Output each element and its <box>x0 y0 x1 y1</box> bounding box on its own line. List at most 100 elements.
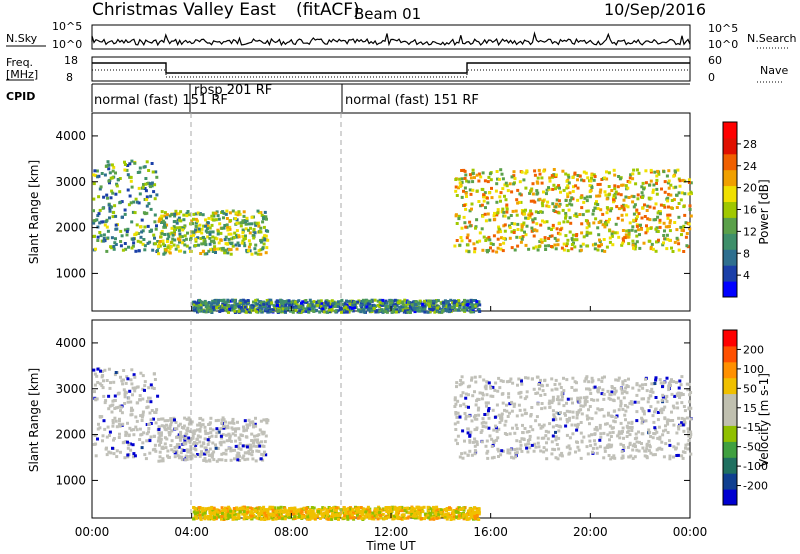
scatter-cell <box>535 415 539 419</box>
scatter-cell <box>265 217 268 221</box>
scatter-cell <box>486 412 490 416</box>
scatter-cell <box>567 181 571 185</box>
scatter-cell <box>466 243 470 247</box>
scatter-cell <box>512 182 516 186</box>
scatter-cell <box>197 309 201 313</box>
scatter-cell <box>287 508 291 512</box>
scatter-cell <box>399 517 403 520</box>
scatter-cell <box>223 250 227 254</box>
scatter-cell <box>318 516 322 520</box>
scatter-cell <box>398 309 402 313</box>
scatter-cell <box>130 382 134 386</box>
scatter-cell <box>157 428 161 431</box>
scatter-cell <box>250 439 254 442</box>
scatter-cell <box>242 237 246 241</box>
scatter-cell <box>472 299 476 302</box>
scatter-cell <box>531 218 535 222</box>
scatter-cell <box>531 428 535 432</box>
scatter-cell <box>204 432 208 436</box>
scatter-cell <box>494 426 498 430</box>
scatter-cell <box>163 419 167 423</box>
scatter-cell <box>487 416 491 420</box>
scatter-cell <box>208 422 212 426</box>
scatter-cell <box>266 306 270 310</box>
scatter-cell <box>404 303 408 307</box>
scatter-cell <box>480 421 484 425</box>
scatter-cell <box>398 299 402 303</box>
scatter-cell <box>560 391 564 395</box>
scatter-cell <box>378 301 382 305</box>
scatter-cell <box>550 452 554 456</box>
scatter-cell <box>265 418 269 422</box>
scatter-cell <box>138 398 142 402</box>
scatter-cell <box>631 225 635 229</box>
scatter-cell <box>112 247 116 251</box>
scatter-cell <box>661 395 665 399</box>
scatter-cell <box>673 394 677 398</box>
scatter-cell <box>535 222 539 226</box>
scatter-cell <box>140 415 144 419</box>
scatter-cell <box>211 211 215 215</box>
scatter-cell <box>516 222 520 226</box>
scatter-cell <box>459 236 463 239</box>
scatter-cell <box>221 425 225 428</box>
scatter-cell <box>667 205 670 209</box>
scatter-cell <box>203 514 207 518</box>
scatter-cell <box>236 420 239 424</box>
scatter-cell <box>241 239 245 243</box>
scatter-cell <box>264 234 268 238</box>
scatter-cell <box>654 202 658 206</box>
scatter-cell <box>396 301 400 305</box>
scatter-cell <box>263 440 267 444</box>
scatter-cell <box>655 240 658 244</box>
scatter-cell <box>226 300 230 304</box>
scatter-cell <box>108 434 111 437</box>
scatter-cell <box>620 204 624 208</box>
scatter-cell <box>173 228 176 232</box>
scatter-cell <box>633 242 637 246</box>
scatter-cell <box>452 303 456 306</box>
scatter-cell <box>171 233 175 237</box>
scatter-cell <box>137 186 141 190</box>
scatter-cell <box>656 436 660 440</box>
scatter-cell <box>328 302 332 306</box>
scatter-cell <box>551 434 555 438</box>
scatter-cell <box>539 223 543 227</box>
scatter-cell <box>212 450 216 454</box>
scatter-cell <box>291 305 295 309</box>
scatter-cell <box>113 373 117 377</box>
scatter-cell <box>111 399 115 403</box>
scatter-cell <box>104 399 108 403</box>
scatter-cell <box>592 221 596 225</box>
scatter-cell <box>260 440 263 444</box>
scatter-cell <box>382 517 386 521</box>
scatter-cell <box>224 515 228 519</box>
scatter-cell <box>581 404 585 408</box>
scatter-cell <box>186 426 190 430</box>
scatter-cell <box>465 306 469 310</box>
scatter-cell <box>652 218 656 222</box>
scatter-cell <box>555 424 559 427</box>
scatter-cell <box>305 506 309 510</box>
scatter-cell <box>449 298 453 302</box>
scatter-cell <box>245 216 249 220</box>
scatter-cell <box>322 304 326 308</box>
scatter-cell <box>236 213 240 217</box>
scatter-cell <box>495 213 499 217</box>
scatter-cell <box>207 306 211 310</box>
scatter-cell <box>121 441 125 445</box>
scatter-cell <box>635 393 639 397</box>
scatter-cell <box>96 367 100 371</box>
scatter-cell <box>284 303 288 307</box>
scatter-cell <box>515 427 519 430</box>
scatter-cell <box>687 406 691 410</box>
scatter-cell <box>557 447 561 451</box>
scatter-cell <box>482 235 486 239</box>
scatter-cell <box>198 223 202 227</box>
scatter-cell <box>373 514 377 518</box>
scatter-cell <box>445 515 449 519</box>
scatter-cell <box>537 445 541 449</box>
scatter-cell <box>570 386 574 389</box>
scatter-cell <box>178 240 181 244</box>
scatter-cell <box>554 435 558 439</box>
